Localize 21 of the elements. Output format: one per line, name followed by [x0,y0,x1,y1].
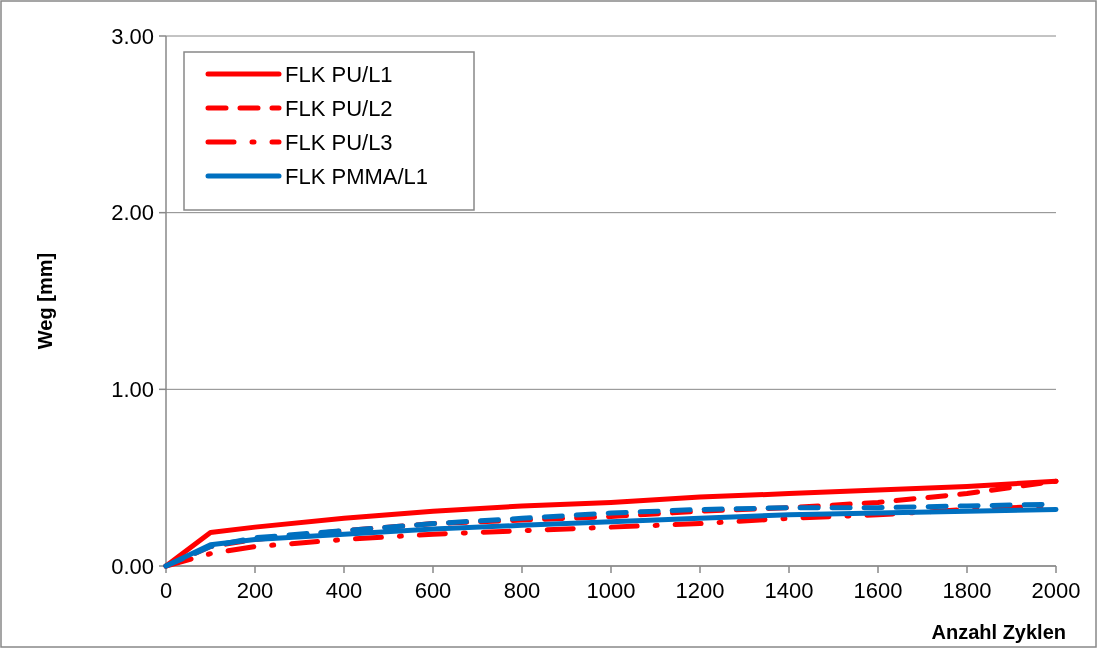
legend-label: FLK PU/L1 [285,61,393,87]
x-tick-label: 800 [503,578,541,603]
x-axis-title: Anzahl Zyklen [931,621,1066,643]
x-tick-label: 1800 [942,578,992,603]
x-tick-label: 2000 [1031,578,1081,603]
legend-label: FLK PU/L2 [285,95,393,121]
x-tick-label: 600 [414,578,452,603]
x-tick-label: 1200 [675,578,725,603]
x-tick-label: 400 [325,578,363,603]
y-tick-label: 3.00 [111,23,154,49]
y-axis-title: Weg [mm] [34,252,56,350]
y-tick-label: 2.00 [111,200,154,226]
x-tick-label: 1600 [853,578,903,603]
x-tick-label: 1400 [764,578,814,603]
legend-label: FLK PMMA/L1 [285,163,429,189]
x-tick-label: 0 [159,578,173,603]
x-tick-label: 1000 [586,578,636,603]
x-tick-label: 200 [236,578,274,603]
y-tick-label: 0.00 [111,553,154,579]
legend-label: FLK PU/L3 [285,129,393,155]
y-tick-label: 1.00 [111,377,154,403]
